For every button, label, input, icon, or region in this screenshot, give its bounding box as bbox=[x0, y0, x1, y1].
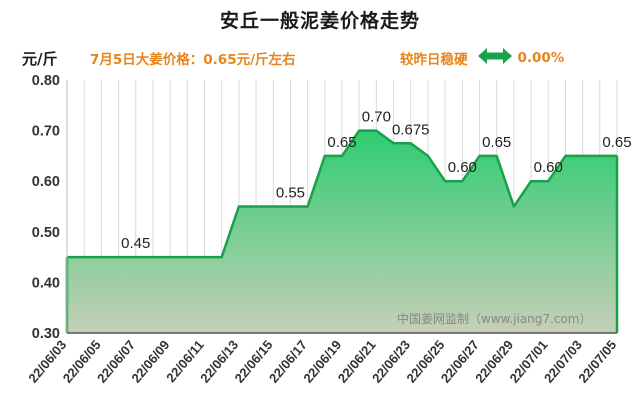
trend-value: 0.00% bbox=[517, 50, 565, 66]
axes bbox=[66, 80, 617, 334]
data-label: 0.55 bbox=[276, 185, 305, 202]
trend-label: 较昨日稳硬 bbox=[400, 52, 468, 68]
data-label: 0.60 bbox=[448, 159, 477, 176]
y-tick-label: 0.50 bbox=[32, 225, 60, 241]
y-axis-unit: 元/斤 bbox=[22, 50, 58, 68]
double-arrow-icon bbox=[477, 48, 512, 68]
data-label: 0.65 bbox=[602, 134, 631, 151]
data-labels: 0.45 0.55 0.65 0.700.675 0.60 0.65 0.60 0.65 bbox=[121, 109, 631, 253]
series-area bbox=[67, 130, 617, 333]
data-label: 0.675 bbox=[392, 121, 430, 138]
price-note: 7月5日大姜价格：0.65元/斤左右 bbox=[90, 52, 296, 68]
data-label: 0.60 bbox=[534, 159, 563, 176]
data-label: 0.45 bbox=[121, 235, 150, 252]
y-tick-label: 0.70 bbox=[32, 124, 60, 140]
data-label: 0.65 bbox=[327, 134, 356, 151]
series-line bbox=[67, 129, 617, 259]
data-label: 0.65 bbox=[482, 134, 511, 151]
y-tick-label: 0.80 bbox=[32, 73, 60, 89]
y-tick-label: 0.30 bbox=[32, 326, 60, 342]
trend-indicator: 较昨日稳硬 0.00% bbox=[400, 48, 564, 68]
area-layer bbox=[65, 129, 619, 333]
data-label: 0.70 bbox=[362, 109, 391, 126]
y-tick-label: 0.40 bbox=[32, 275, 60, 291]
y-tick-label: 0.60 bbox=[32, 174, 60, 190]
x-tick-labels: 22/06/0322/06/0522/06/0722/06/0922/06/11… bbox=[25, 337, 619, 385]
chart-title: 安丘一般泥姜价格走势 bbox=[219, 10, 420, 32]
y-tick-labels: 0.30 0.40 0.50 0.60 0.70 0.80 bbox=[32, 73, 60, 342]
watermark: 中国姜网监制（www.jiang7.com） bbox=[397, 311, 591, 326]
